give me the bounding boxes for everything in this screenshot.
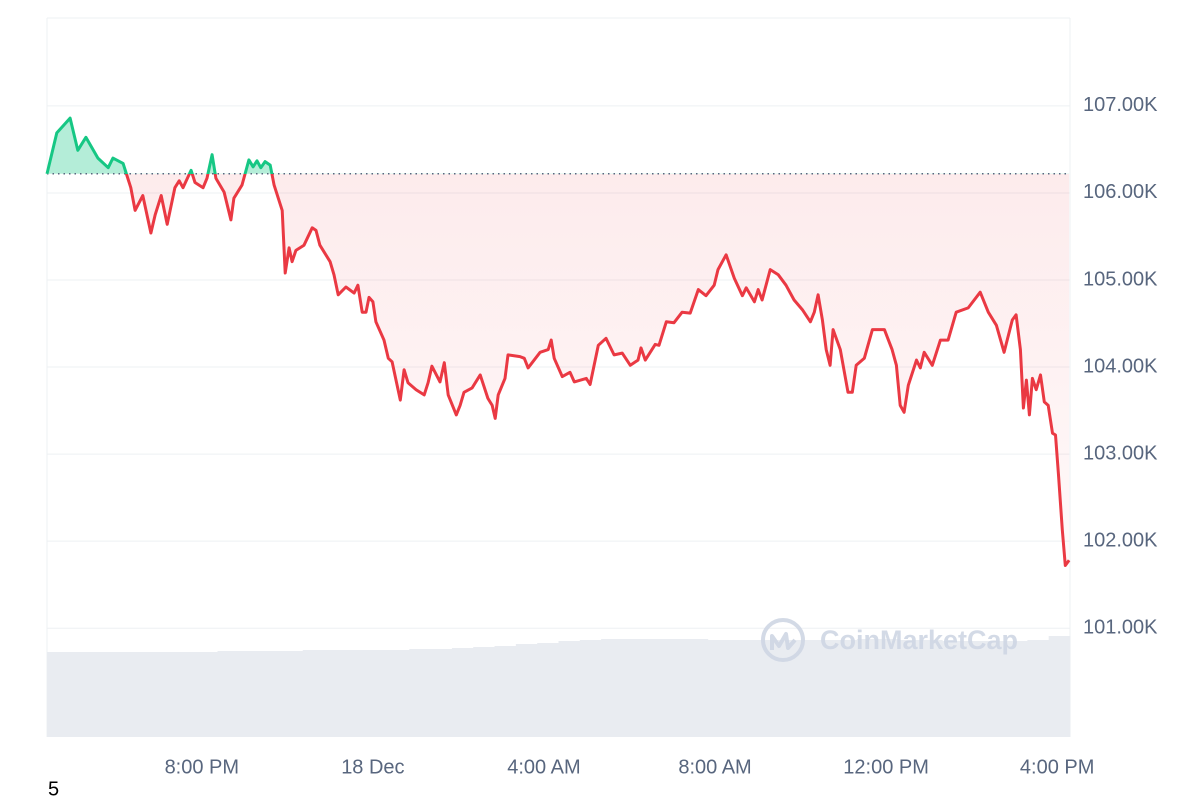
watermark-logo [761, 618, 805, 662]
y-tick-label: 104.00K [1083, 355, 1158, 377]
watermark-logo-mark [770, 632, 797, 650]
x-tick-label: 8:00 AM [678, 756, 751, 778]
volume-bar [537, 643, 559, 737]
volume-bar [281, 651, 304, 737]
volume-bar [601, 639, 623, 737]
volume-bar [558, 641, 581, 737]
volume-bar [217, 651, 240, 737]
volume-bar [920, 640, 943, 737]
y-tick-label: 101.00K [1083, 616, 1158, 638]
volume-bar [622, 639, 645, 737]
volume-bar [153, 652, 176, 737]
volume-bar [366, 650, 389, 737]
volume-bar [473, 647, 496, 737]
plot [45, 116, 1071, 567]
x-tick-label: 12:00 PM [843, 756, 929, 778]
y-tick-label: 106.00K [1083, 181, 1158, 203]
volume-bars [47, 636, 1071, 737]
volume-bar [963, 641, 986, 737]
volume-bar [345, 650, 368, 737]
volume-bar [984, 641, 1007, 737]
volume-bar [899, 640, 922, 737]
volume-bar [1006, 641, 1028, 737]
volume-bar [409, 649, 432, 737]
volume-bar [494, 646, 517, 737]
volume-bar [110, 652, 133, 737]
y-tick-label: 103.00K [1083, 442, 1158, 464]
x-tick-label: 4:00 AM [507, 756, 580, 778]
y-tick-label: 105.00K [1083, 268, 1158, 290]
volume-bar [196, 652, 218, 737]
page-label: 5 [48, 778, 59, 800]
price-line [45, 116, 1071, 567]
volume-bar [302, 650, 325, 737]
volume-bar [878, 639, 900, 737]
y-tick-label: 107.00K [1083, 94, 1158, 116]
volume-bar [771, 640, 794, 737]
volume-bar [942, 641, 964, 737]
watermark-text: CoinMarketCap [820, 625, 1018, 655]
volume-bar [388, 650, 410, 737]
volume-bar [579, 640, 602, 737]
volume-bar [324, 650, 346, 737]
volume-bar [174, 652, 197, 737]
volume-bar [430, 649, 453, 737]
x-tick-label: 4:00 PM [1020, 756, 1094, 778]
y-tick-label: 102.00K [1083, 529, 1158, 551]
volume-bar [260, 651, 282, 737]
watermark: CoinMarketCap [761, 618, 1018, 662]
volume-bar [856, 639, 879, 737]
volume-bar [1048, 636, 1071, 737]
volume-bar [729, 640, 751, 737]
x-tick-label: 18 Dec [341, 756, 404, 778]
volume-bar [238, 651, 261, 737]
x-tick-label: 8:00 PM [165, 756, 239, 778]
volume-bar [89, 652, 112, 737]
volume-bar [665, 639, 687, 737]
volume-bar [68, 652, 91, 737]
volume-bar [707, 640, 730, 737]
volume-bar [451, 648, 474, 737]
volume-bar [1027, 640, 1050, 737]
volume-bar [835, 640, 858, 737]
volume-bar [132, 652, 155, 737]
price-area [47, 118, 1070, 566]
volume-bar [814, 640, 837, 737]
volume-bar [750, 640, 773, 737]
volume-bar [515, 644, 538, 737]
volume-bar [47, 652, 69, 737]
volume-bar [686, 639, 709, 737]
volume-bar [643, 639, 666, 737]
volume-bar [792, 640, 815, 737]
